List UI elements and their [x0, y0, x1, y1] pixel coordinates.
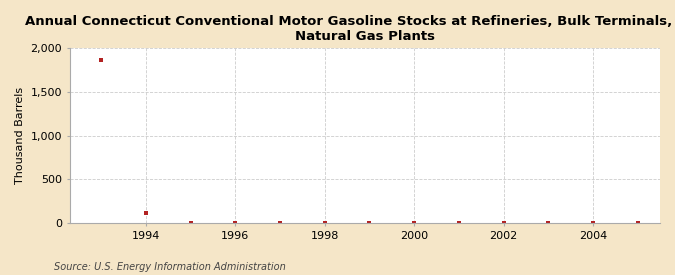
- Y-axis label: Thousand Barrels: Thousand Barrels: [15, 87, 25, 184]
- Title: Annual Connecticut Conventional Motor Gasoline Stocks at Refineries, Bulk Termin: Annual Connecticut Conventional Motor Ga…: [25, 15, 675, 43]
- Text: Source: U.S. Energy Information Administration: Source: U.S. Energy Information Administ…: [54, 262, 286, 272]
